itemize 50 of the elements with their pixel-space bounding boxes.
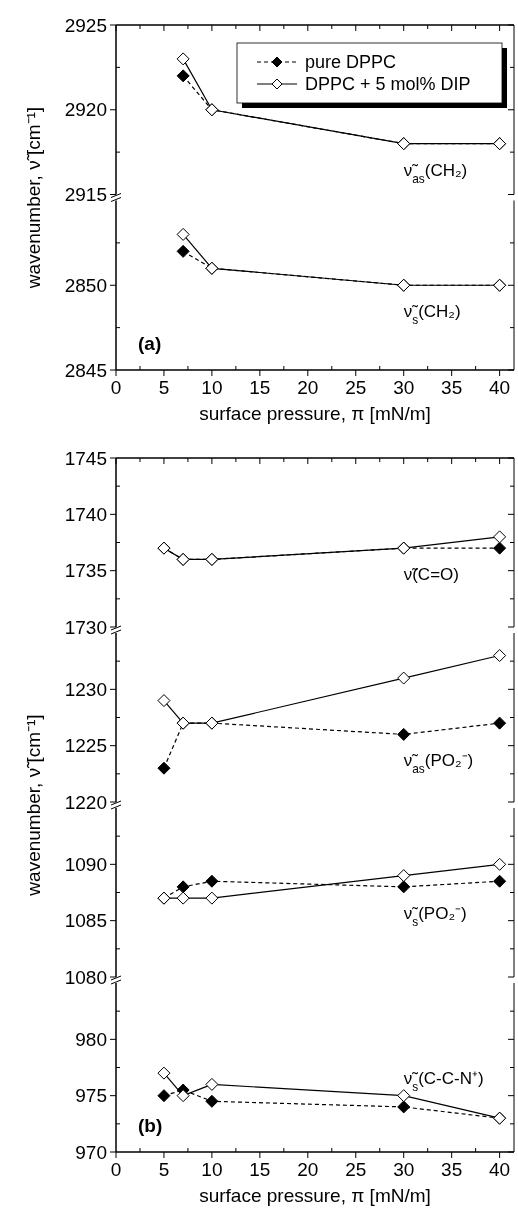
annotation: ν̃$_{as}$(PO₂⁻)	[403, 751, 474, 777]
x-tick-label: 5	[158, 377, 170, 398]
annotation: (a)	[138, 333, 162, 354]
y-tick-label: 970	[75, 1141, 107, 1163]
legend-label: pure DPPC	[305, 52, 397, 73]
x-tick-label: 30	[393, 377, 415, 398]
y-axis-title: wavenumber, ν̃ [cm⁻¹]	[23, 714, 44, 897]
y-tick-label: 2920	[64, 99, 107, 121]
y-tick-label: 2925	[64, 14, 107, 36]
x-axis-title: surface pressure, π [mN/m]	[199, 1185, 431, 1206]
legend-label: DPPC + 5 mol% DIP	[305, 74, 471, 95]
annotation: ν̃$_{s}$(CH₂)	[403, 302, 461, 328]
y-tick-label: 2850	[64, 274, 107, 296]
x-tick-label: 30	[393, 1159, 415, 1180]
y-tick-label: 1080	[64, 966, 107, 988]
y-tick-label: 975	[75, 1085, 107, 1107]
annotation: ν̃(C=O)	[403, 565, 459, 585]
x-tick-label: 15	[249, 1159, 271, 1180]
y-tick-label: 980	[75, 1028, 107, 1050]
x-tick-label: 0	[110, 377, 122, 398]
x-tick-label: 40	[489, 377, 511, 398]
y-tick-label: 1085	[64, 910, 107, 932]
annotation: ν̃$_{as}$(CH₂)	[403, 160, 468, 186]
y-tick-label: 1225	[64, 735, 107, 757]
annotation: ν̃$_{s}$(C-C-N⁺)	[403, 1068, 484, 1094]
y-tick-label: 2915	[64, 184, 107, 206]
y-tick-label: 1090	[64, 853, 107, 875]
x-tick-label: 0	[110, 1159, 122, 1180]
y-tick-label: 2845	[64, 359, 107, 381]
y-tick-label: 1740	[64, 503, 107, 525]
annotation: (b)	[138, 1115, 163, 1136]
x-tick-label: 15	[249, 377, 271, 398]
y-tick-label: 1745	[64, 447, 107, 469]
y-tick-label: 1735	[64, 560, 107, 582]
y-tick-label: 1730	[64, 616, 107, 638]
x-tick-label: 25	[345, 377, 367, 398]
x-axis-title: surface pressure, π [mN/m]	[199, 403, 431, 424]
x-tick-label: 40	[489, 1159, 511, 1180]
x-tick-label: 10	[201, 1159, 223, 1180]
x-tick-label: 20	[297, 377, 319, 398]
y-tick-label: 1230	[64, 678, 107, 700]
x-tick-label: 20	[297, 1159, 319, 1180]
x-tick-label: 10	[201, 377, 223, 398]
x-tick-label: 25	[345, 1159, 367, 1180]
y-axis-title: wavenumber, ν̃ [cm⁻¹]	[23, 106, 44, 290]
annotation: ν̃$_{s}$(PO₂⁻)	[403, 903, 467, 929]
x-tick-label: 35	[441, 1159, 463, 1180]
x-tick-label: 35	[441, 377, 463, 398]
x-tick-label: 5	[158, 1159, 170, 1180]
y-tick-label: 1220	[64, 791, 107, 813]
